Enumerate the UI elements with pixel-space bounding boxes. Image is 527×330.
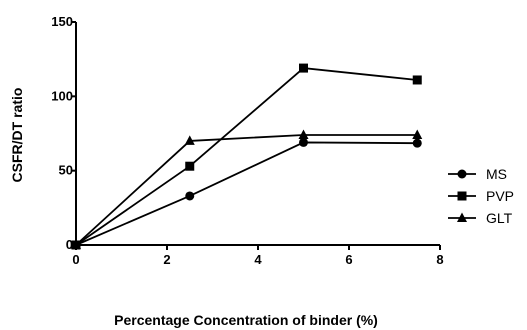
series-ms-point [299, 137, 308, 147]
series-pvp-point [412, 75, 422, 85]
y-tick-label: 0 [66, 237, 73, 252]
x-tick-label: 2 [163, 252, 170, 267]
series-pvp-point [185, 161, 195, 171]
y-tick-label: 100 [51, 88, 73, 103]
series-glt [71, 129, 423, 249]
legend: MS PVP GLT [448, 166, 514, 226]
series-glt-point [184, 135, 195, 145]
legend-ms-marker [457, 169, 467, 179]
legend-item-ms: MS [448, 166, 507, 182]
series-ms-line [75, 141, 418, 246]
legend-pvp-label: PVP [486, 188, 514, 204]
x-tick-label: 0 [72, 252, 79, 267]
y-tick-label: 50 [59, 163, 73, 178]
legend-item-pvp: PVP [448, 188, 514, 204]
x-tick-label: 6 [345, 252, 352, 267]
series-pvp-line [75, 67, 418, 246]
y-axis-title: CSFR/DT ratio [9, 88, 25, 183]
legend-pvp-marker [457, 191, 467, 201]
legend-glt-marker [457, 212, 467, 222]
legend-glt-label: GLT [486, 210, 513, 226]
series-ms-point [185, 191, 195, 201]
legend-item-glt: GLT [448, 210, 513, 226]
y-tick-label: 150 [51, 14, 73, 29]
x-tick-label: 8 [436, 252, 443, 267]
legend-ms-label: MS [486, 166, 507, 182]
series-ms-point [412, 138, 422, 148]
x-tick-label: 4 [254, 252, 262, 267]
x-axis-title: Percentage Concentration of binder (%) [114, 312, 378, 328]
series-glt-point [412, 129, 423, 139]
series-ms [71, 137, 422, 250]
series-glt-point [298, 129, 309, 139]
series-pvp [71, 63, 422, 250]
series-glt-point [71, 239, 81, 249]
series-layer [71, 63, 423, 250]
series-pvp-point [299, 63, 308, 73]
axes: 0 2 4 6 8 0 50 100 150 [51, 14, 443, 267]
series-glt-line [75, 134, 418, 246]
